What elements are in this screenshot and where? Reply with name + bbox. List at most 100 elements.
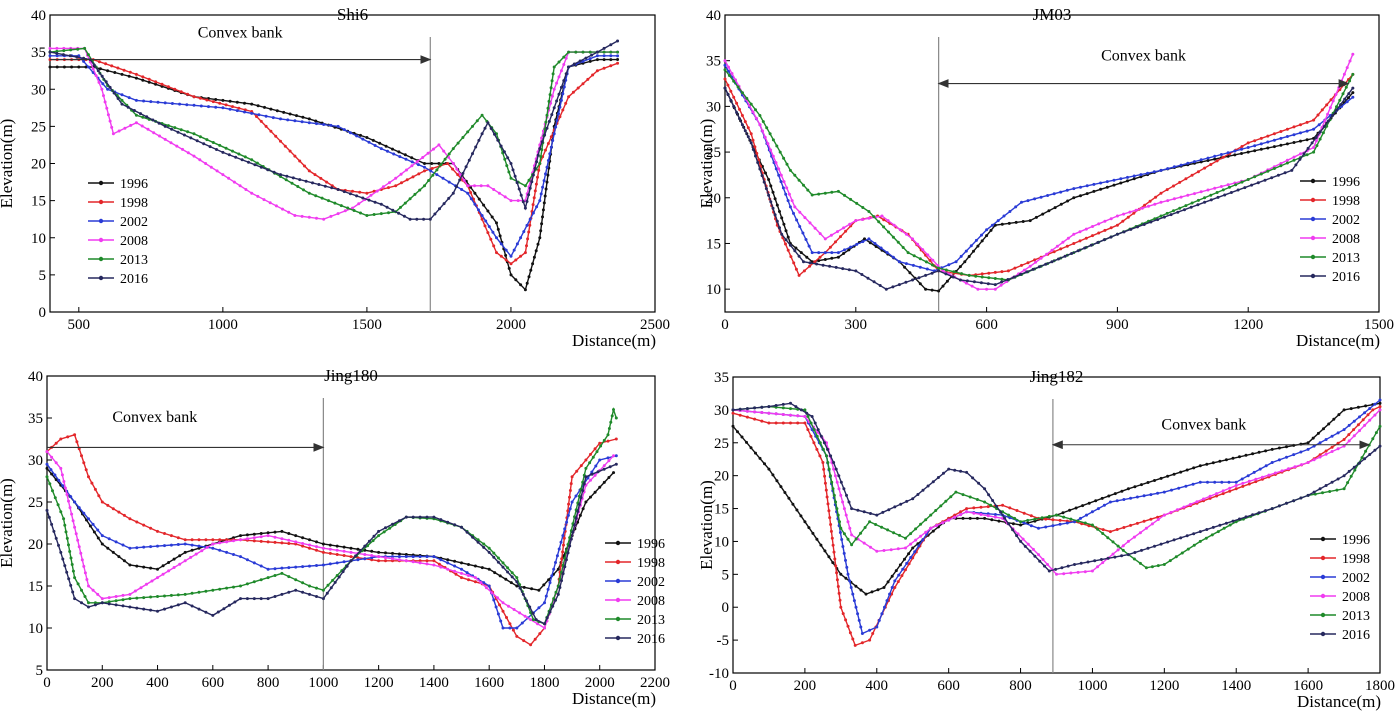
series-point-1998 bbox=[591, 73, 595, 77]
series-point-2016 bbox=[379, 202, 383, 206]
series-point-1996 bbox=[958, 265, 962, 269]
series-point-2016 bbox=[1231, 519, 1235, 523]
series-point-2008 bbox=[394, 176, 398, 180]
convex-bank-label: Convex bank bbox=[112, 409, 197, 426]
series-point-1996 bbox=[280, 529, 284, 533]
series-point-1996 bbox=[1285, 142, 1289, 146]
series-point-1996 bbox=[221, 98, 225, 102]
series-point-2008 bbox=[421, 156, 425, 159]
series-point-2013 bbox=[557, 60, 561, 64]
series-point-2002 bbox=[225, 550, 229, 554]
series-point-2016 bbox=[732, 104, 736, 108]
series-point-2016 bbox=[506, 570, 510, 574]
series-point-1996 bbox=[477, 197, 481, 201]
series-point-2016 bbox=[1244, 515, 1248, 519]
series-point-2002 bbox=[925, 267, 929, 271]
series-point-2002 bbox=[1312, 127, 1316, 131]
series-point-2008 bbox=[442, 149, 446, 153]
legend-marker-1998 bbox=[615, 559, 621, 565]
x-tick-label: 1500 bbox=[352, 317, 382, 333]
series-point-2016 bbox=[1133, 551, 1137, 554]
series-point-1998 bbox=[812, 441, 816, 445]
series-point-2016 bbox=[958, 278, 962, 282]
series-point-2002 bbox=[1065, 188, 1069, 192]
series-point-2002 bbox=[562, 85, 566, 89]
series-point-2008 bbox=[931, 258, 935, 262]
series-point-2016 bbox=[442, 202, 446, 206]
series-point-2013 bbox=[71, 569, 75, 573]
series-point-1996 bbox=[531, 262, 535, 266]
series-point-1996 bbox=[595, 58, 599, 62]
series-point-2013 bbox=[817, 192, 821, 196]
series-point-2008 bbox=[793, 205, 797, 209]
series-point-1996 bbox=[335, 544, 339, 548]
series-point-1996 bbox=[1264, 449, 1268, 453]
series-point-1998 bbox=[561, 550, 565, 554]
series-point-1998 bbox=[529, 643, 533, 647]
series-point-1998 bbox=[561, 108, 565, 112]
series-point-1998 bbox=[1305, 120, 1309, 124]
series-point-2008 bbox=[1140, 206, 1144, 210]
series-point-1998 bbox=[1221, 155, 1225, 159]
series-point-2008 bbox=[156, 576, 159, 580]
series-point-2016 bbox=[266, 597, 270, 601]
series-point-2008 bbox=[186, 151, 190, 155]
series-point-2008 bbox=[397, 558, 401, 562]
series-point-2008 bbox=[723, 59, 727, 63]
series-point-2013 bbox=[723, 68, 727, 72]
series-point-2008 bbox=[941, 521, 945, 525]
series-point-2002 bbox=[598, 458, 602, 462]
series-point-2008 bbox=[446, 567, 450, 571]
series-point-1998 bbox=[186, 92, 190, 96]
series-point-2008 bbox=[1179, 195, 1183, 199]
series-point-2016 bbox=[769, 200, 773, 204]
series-point-2016 bbox=[1192, 532, 1196, 536]
series-point-2002 bbox=[588, 57, 592, 61]
series-point-2002 bbox=[1373, 402, 1377, 406]
series-point-2013 bbox=[826, 461, 830, 464]
series-point-2013 bbox=[83, 595, 87, 598]
series-point-1996 bbox=[113, 71, 117, 74]
series-point-2008 bbox=[1312, 146, 1316, 149]
series-point-2013 bbox=[1318, 137, 1322, 141]
series-point-2016 bbox=[1205, 528, 1209, 531]
series-point-1998 bbox=[1142, 519, 1146, 523]
series-point-2013 bbox=[218, 143, 222, 147]
series-point-1996 bbox=[154, 82, 158, 86]
series-point-2008 bbox=[150, 579, 154, 583]
series-point-2013 bbox=[906, 251, 910, 255]
series-point-1998 bbox=[834, 240, 837, 244]
series-point-2008 bbox=[91, 67, 95, 71]
legend-marker-2002 bbox=[1320, 574, 1326, 580]
y-tick-label: 15 bbox=[28, 579, 43, 595]
series-point-2008 bbox=[1228, 486, 1232, 490]
series-point-2008 bbox=[564, 56, 568, 60]
series-point-2016 bbox=[506, 156, 510, 160]
legend-marker-2002 bbox=[615, 578, 621, 584]
series-point-2008 bbox=[139, 586, 143, 590]
series-point-2002 bbox=[851, 592, 855, 596]
series-point-1996 bbox=[547, 578, 551, 582]
series-point-2008 bbox=[172, 566, 176, 569]
series-point-2002 bbox=[1246, 146, 1250, 149]
series-point-2016 bbox=[799, 408, 803, 412]
series-point-2002 bbox=[565, 520, 569, 524]
series-point-2016 bbox=[875, 513, 879, 517]
series-point-2008 bbox=[979, 513, 983, 516]
series-point-2016 bbox=[1378, 444, 1382, 448]
series-point-2002 bbox=[1014, 205, 1018, 209]
series-point-1998 bbox=[586, 77, 590, 81]
series-point-2016 bbox=[584, 475, 588, 479]
series-point-2008 bbox=[758, 123, 762, 127]
series-point-1998 bbox=[522, 639, 526, 643]
series-point-2008 bbox=[211, 542, 215, 546]
series-point-2013 bbox=[595, 450, 599, 454]
x-tick-label: 1200 bbox=[1149, 678, 1179, 694]
legend-label-2002: 2002 bbox=[1332, 213, 1360, 228]
series-point-2016 bbox=[1113, 555, 1117, 559]
series-point-1998 bbox=[1122, 526, 1126, 529]
series-point-2002 bbox=[336, 124, 340, 128]
series-point-1996 bbox=[1000, 222, 1004, 226]
series-line-2013 bbox=[724, 69, 1354, 281]
series-point-1996 bbox=[495, 221, 498, 225]
